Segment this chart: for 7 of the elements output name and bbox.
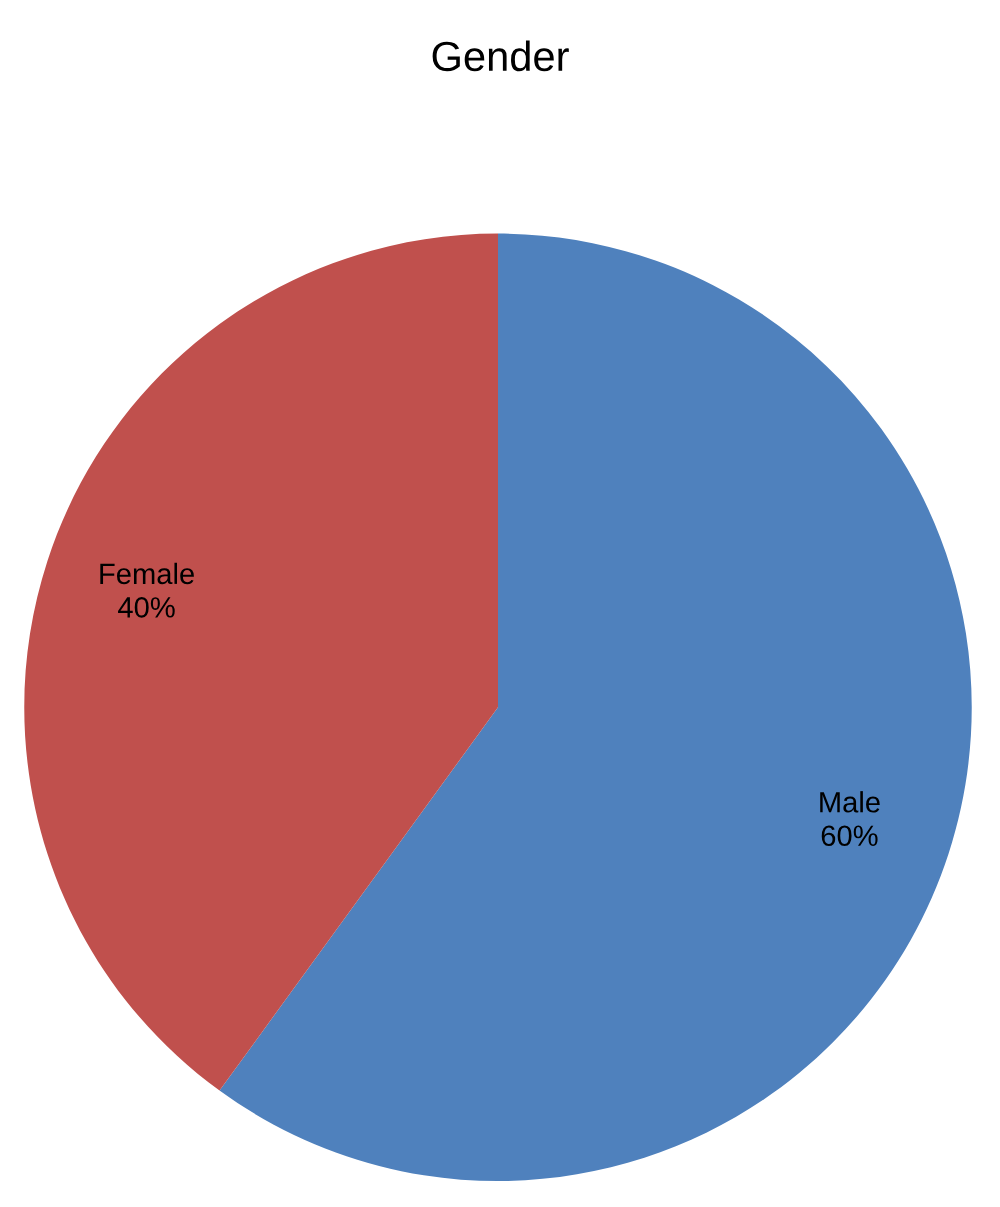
pie-slice xyxy=(24,233,498,1091)
slice-label: Female xyxy=(100,562,194,585)
chart-title: Gender xyxy=(432,40,569,72)
slice-label: Male xyxy=(820,791,880,813)
pie-slice xyxy=(219,233,972,1182)
data-label: 60% xyxy=(821,825,878,847)
data-label: 40% xyxy=(118,597,175,618)
